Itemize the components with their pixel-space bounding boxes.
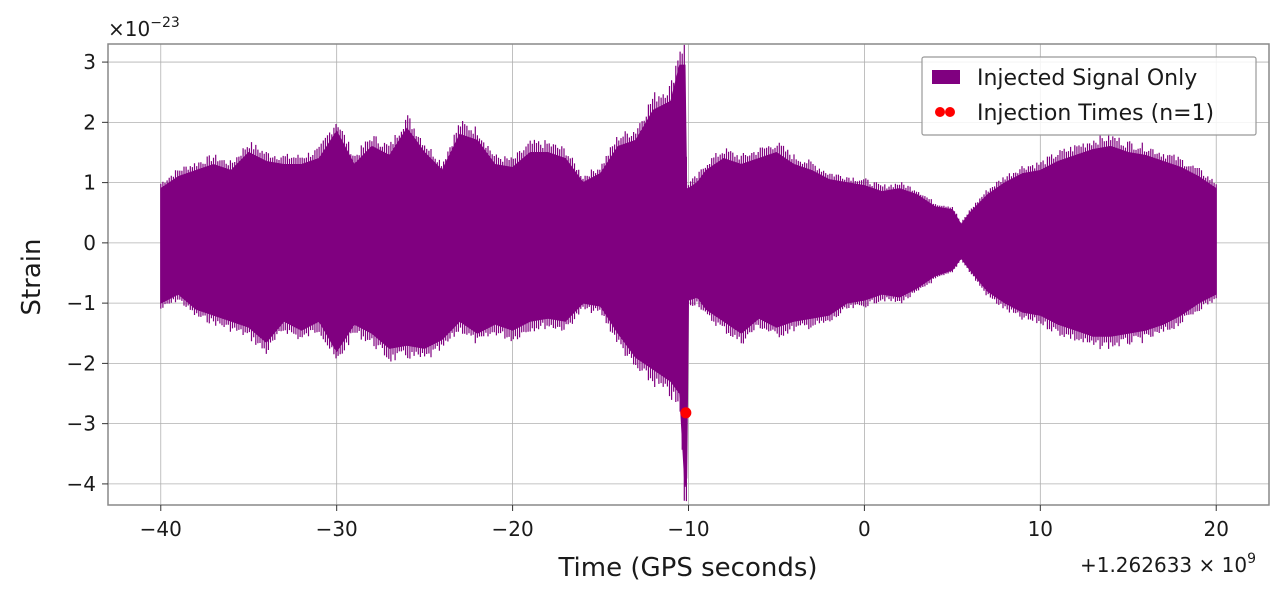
- x-axis-title: Time (GPS seconds): [557, 553, 817, 583]
- x-tick-label: −10: [667, 517, 709, 541]
- y-tick-label: 1: [83, 171, 96, 195]
- legend-label-injection-times: Injection Times (n=1): [977, 101, 1214, 126]
- x-axis-offset-label: +1.262633 × 109: [1080, 551, 1256, 577]
- x-tick-label: −30: [316, 517, 358, 541]
- y-scale-exponent: −23: [150, 15, 180, 31]
- legend-label-injected-signal: Injected Signal Only: [977, 66, 1197, 91]
- x-tick-label: −40: [140, 517, 182, 541]
- y-scale-base: ×10: [108, 17, 150, 41]
- injected-signal-oscillation: [160, 44, 1217, 502]
- y-tick-label: 3: [83, 50, 96, 74]
- legend-swatch-injected-signal: [932, 70, 960, 84]
- y-axis-title: Strain: [17, 238, 47, 315]
- y-tick-label: −3: [67, 412, 96, 436]
- series-layer: [160, 44, 1217, 502]
- x-tick-label: 20: [1204, 517, 1229, 541]
- legend-frame: [921, 56, 1257, 136]
- x-offset-base: +1.262633 × 10: [1080, 553, 1247, 577]
- legend-marker-injection-times-b: [945, 107, 955, 117]
- y-axis-scale-multiplier: ×10−23: [108, 15, 180, 41]
- y-tick-label: −4: [67, 472, 96, 496]
- y-tick-label: 0: [83, 231, 96, 255]
- x-tick-label: −20: [491, 517, 533, 541]
- x-tick-label: 10: [1028, 517, 1053, 541]
- injection-time-point: [680, 407, 692, 419]
- y-tick-label: −2: [67, 351, 96, 375]
- x-offset-exponent: 9: [1247, 551, 1256, 567]
- x-tick-label: 0: [858, 517, 871, 541]
- y-tick-label: −1: [67, 291, 96, 315]
- y-tick-label: 2: [83, 110, 96, 134]
- legend: Injected Signal Only Injection Times (n=…: [921, 56, 1257, 136]
- legend-marker-injection-times-a: [935, 107, 945, 117]
